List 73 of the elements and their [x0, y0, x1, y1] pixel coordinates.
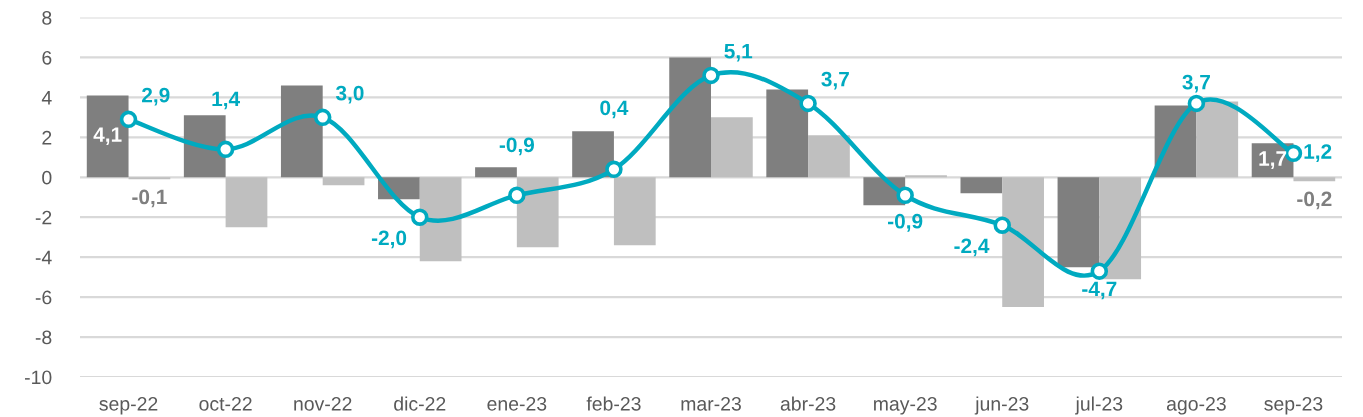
data-label: -0,2	[1297, 191, 1332, 210]
point	[993, 216, 1011, 234]
bar	[475, 167, 517, 178]
data-label: -2,4	[954, 238, 990, 257]
bar	[1002, 177, 1044, 308]
bar	[613, 177, 656, 246]
point	[411, 208, 429, 226]
x-tick-label: feb-23	[586, 396, 641, 411]
y-tick-label: 8	[42, 10, 52, 25]
data-label: 3,0	[335, 85, 364, 104]
bar	[711, 117, 753, 178]
data-label: 0,4	[600, 100, 629, 119]
x-tick-label: oct-22	[199, 396, 252, 411]
bar	[1196, 101, 1239, 178]
point	[896, 186, 914, 205]
data-label: 3,7	[1182, 74, 1210, 93]
bar	[280, 85, 323, 178]
bar	[225, 177, 268, 228]
point	[799, 94, 817, 113]
y-tick-label: -2	[35, 210, 52, 225]
data-label: -0,1	[132, 189, 167, 208]
x-tick-label: jul-23	[1075, 396, 1123, 415]
x-tick-label: sep-22	[99, 396, 158, 415]
data-label: 1,4	[212, 91, 240, 110]
y-tick-label: 6	[42, 50, 52, 65]
bar	[86, 95, 129, 178]
point	[1090, 262, 1109, 280]
data-label: 2,9	[142, 87, 170, 106]
point	[1187, 94, 1206, 113]
x-tick-label: jun-23	[974, 396, 1029, 415]
bar	[766, 89, 809, 178]
x-tick-label: may-23	[874, 396, 937, 415]
point	[702, 66, 720, 85]
point	[313, 108, 332, 127]
data-label: 1,7	[1259, 151, 1287, 169]
x-tick-label: dic-22	[394, 396, 446, 411]
bar	[960, 177, 1003, 194]
point	[1284, 144, 1303, 163]
bar	[1057, 177, 1100, 268]
point	[508, 186, 526, 205]
bar	[419, 177, 462, 262]
data-label: 1,2	[1304, 144, 1332, 162]
point	[216, 140, 235, 159]
x-tick-label: nov-22	[294, 396, 352, 411]
y-tick-label: 4	[41, 91, 52, 105]
bar	[128, 177, 171, 180]
y-tick-label: -8	[35, 330, 52, 345]
data-label: 3,7	[821, 71, 849, 90]
x-tick-label: mar-23	[681, 396, 741, 411]
y-tick-label: 2	[42, 130, 52, 145]
y-tick-label: -6	[35, 290, 52, 305]
y-tick-label: -4	[35, 250, 52, 265]
x-tick-label: ago-23	[1166, 396, 1226, 415]
point	[119, 110, 138, 129]
bar	[322, 177, 365, 186]
data-label: -4,7	[1082, 281, 1117, 300]
bar	[1293, 177, 1336, 182]
point	[605, 160, 623, 179]
data-label: -2,0	[371, 230, 407, 249]
bar	[808, 135, 850, 178]
bar	[572, 131, 614, 178]
bar	[516, 177, 559, 248]
y-tick-label: -10	[24, 370, 52, 385]
data-label: -0,9	[888, 213, 923, 232]
bar	[905, 175, 947, 178]
data-label: -0,9	[499, 137, 535, 156]
data-label: 4,1	[93, 127, 122, 145]
bar	[669, 57, 711, 178]
x-tick-label: abr-23	[780, 396, 836, 411]
x-tick-label: sep-23	[1264, 396, 1323, 415]
y-tick-label: 0	[42, 170, 52, 185]
x-tick-label: ene-23	[487, 396, 547, 411]
data-label: 5,1	[724, 44, 753, 62]
